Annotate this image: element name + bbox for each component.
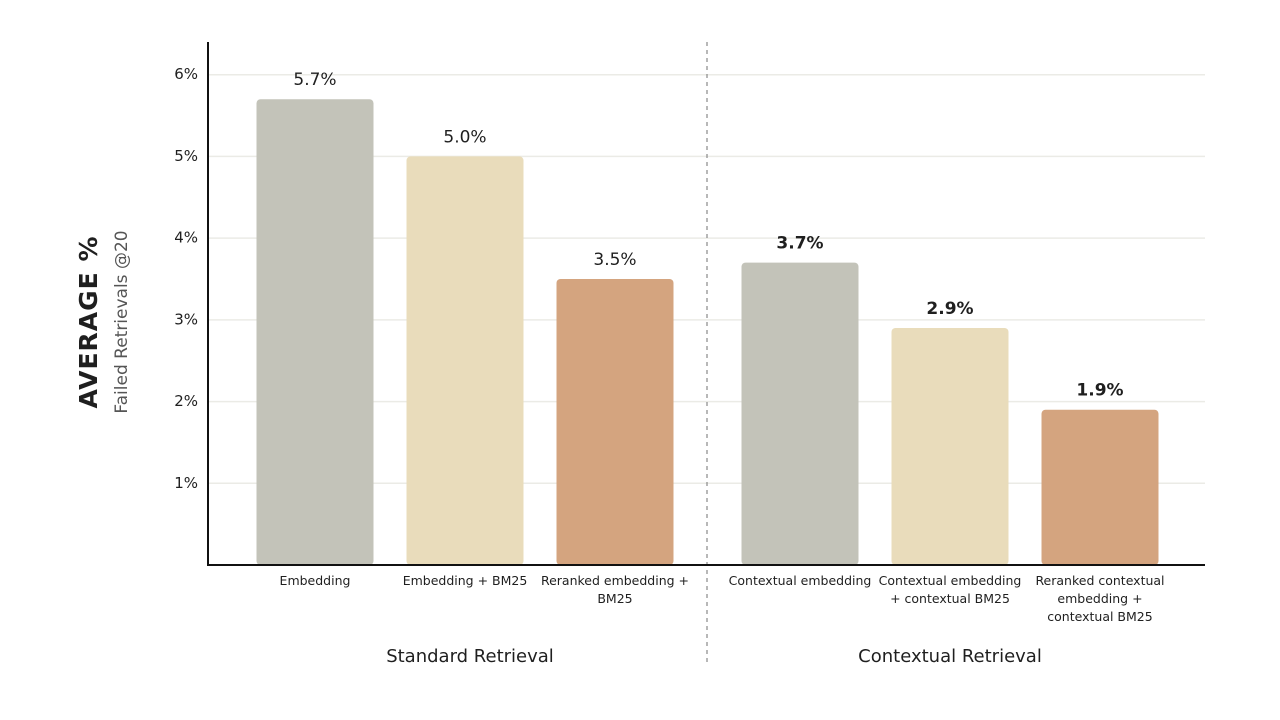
y-axis-subtitle: Failed Retrievals @20 (112, 230, 132, 413)
x-tick-label: Embedding + BM25 (402, 573, 528, 588)
bar (556, 278, 674, 565)
y-tick-label: 2% (174, 392, 198, 410)
x-tick-label: Contextual embedding + contextual BM25 (878, 573, 1022, 606)
value-label: 5.7% (293, 70, 336, 90)
y-tick-label: 1% (174, 474, 198, 492)
y-axis-title: AVERAGE % (74, 235, 103, 408)
value-label: 1.9% (1076, 381, 1123, 401)
bar (1041, 409, 1159, 565)
bar (891, 328, 1009, 565)
value-label: 2.9% (926, 299, 973, 319)
y-tick-label: 5% (174, 147, 198, 165)
y-tick-label: 3% (174, 310, 198, 328)
x-tick-label: Contextual embedding (728, 573, 872, 588)
value-label: 3.5% (593, 250, 636, 270)
value-label: 5.0% (443, 127, 486, 147)
y-tick-label: 6% (174, 65, 198, 83)
y-tick-label: 4% (174, 229, 198, 247)
value-label: 3.7% (776, 234, 823, 254)
x-tick-label: Reranked contextual embedding + contextu… (1035, 573, 1165, 624)
bar (406, 156, 524, 565)
bar (741, 262, 859, 565)
bar (256, 99, 374, 565)
group-label: Standard Retrieval (386, 646, 554, 667)
x-tick-label: Reranked embedding + BM25 (540, 573, 690, 606)
x-tick-label: Embedding (279, 573, 351, 588)
group-label: Contextual Retrieval (858, 646, 1042, 667)
